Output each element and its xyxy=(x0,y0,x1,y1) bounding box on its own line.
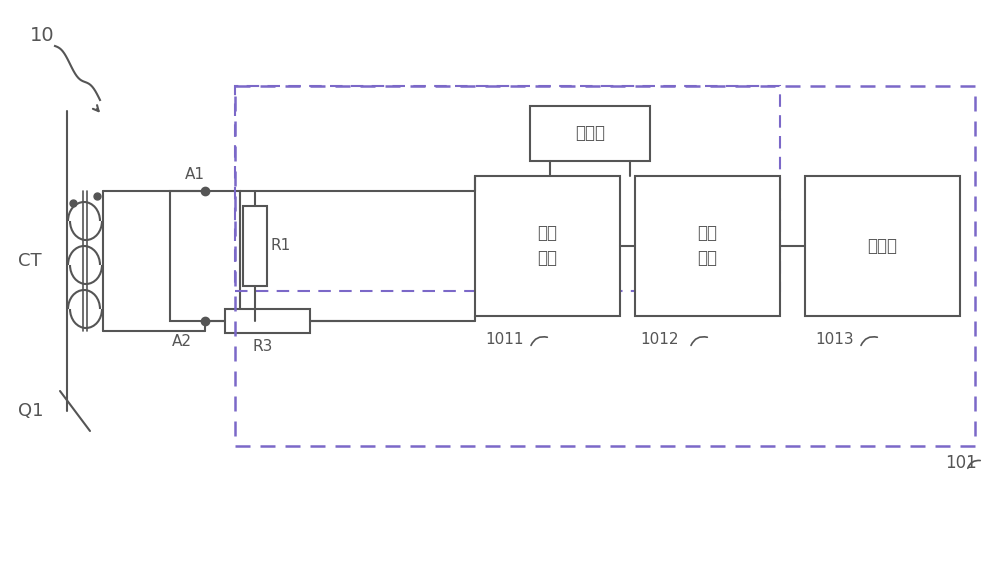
Text: 控制器: 控制器 xyxy=(868,237,898,255)
Text: Q1: Q1 xyxy=(18,402,44,420)
Bar xyxy=(805,176,960,316)
Bar xyxy=(530,106,650,161)
Text: A1: A1 xyxy=(185,167,205,182)
Text: A2: A2 xyxy=(172,334,192,349)
Text: R1: R1 xyxy=(270,238,290,254)
Bar xyxy=(170,191,240,321)
Bar xyxy=(235,86,780,291)
Bar xyxy=(225,309,310,333)
Text: 10: 10 xyxy=(30,26,55,45)
Text: 101: 101 xyxy=(945,454,977,472)
Text: 1013: 1013 xyxy=(815,332,854,347)
Bar xyxy=(243,206,267,286)
Text: 触发
单元: 触发 单元 xyxy=(697,224,717,268)
Text: 1011: 1011 xyxy=(485,332,524,347)
Bar xyxy=(635,176,780,316)
Bar xyxy=(475,176,620,316)
Text: 直流源: 直流源 xyxy=(575,125,605,142)
Text: R3: R3 xyxy=(252,339,273,354)
Text: 1012: 1012 xyxy=(640,332,678,347)
Text: 比较
单元: 比较 单元 xyxy=(538,224,558,268)
Bar xyxy=(235,86,975,446)
Text: CT: CT xyxy=(18,252,42,270)
